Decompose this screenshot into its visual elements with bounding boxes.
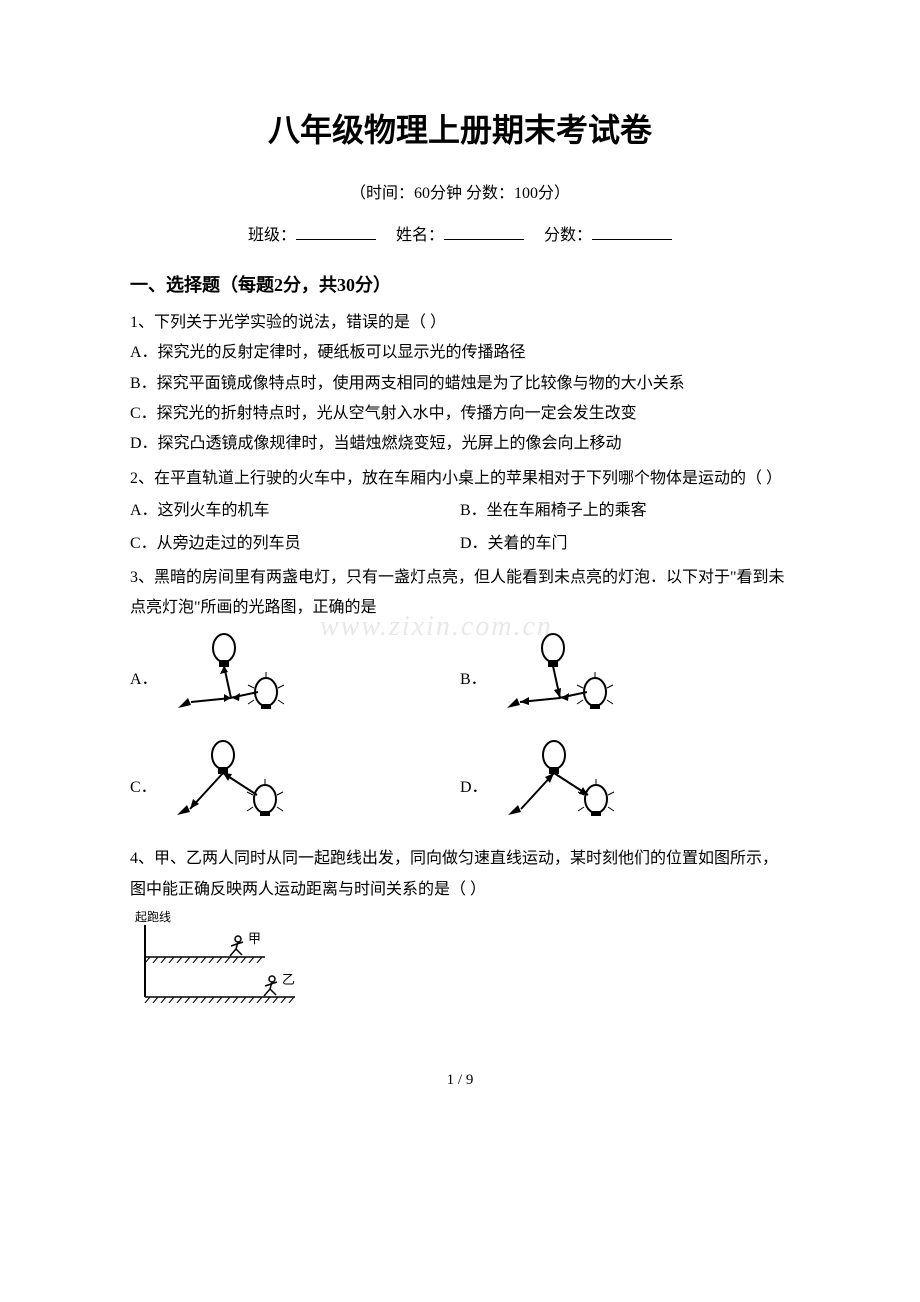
svg-text:乙: 乙 [282, 972, 295, 987]
question-3: 3、黑暗的房间里有两盏电灯，只有一盏灯点亮，但人能看到未点亮的灯泡．以下对于"看… [130, 563, 790, 839]
q3-opt-a-label: A． [130, 665, 158, 695]
score-blank [592, 223, 672, 241]
q3-stem: 3、黑暗的房间里有两盏电灯，只有一盏灯点亮，但人能看到未点亮的灯泡．以下对于"看… [130, 563, 790, 624]
student-info-line: 班级： 姓名： 分数： [130, 221, 790, 251]
runner-diagram: 起跑线 甲 [130, 909, 790, 1015]
lightbulb-diagram-b [495, 630, 635, 731]
question-1: 1、下列关于光学实验的说法，错误的是（ ） A．探究光的反射定律时，硬纸板可以显… [130, 308, 790, 460]
q2-opt-c: C．从旁边走过的列车员 [130, 529, 460, 559]
question-2: 2、在平直轨道上行驶的火车中，放在车厢内小桌上的苹果相对于下列哪个物体是运动的（… [130, 464, 790, 559]
q1-stem: 1、下列关于光学实验的说法，错误的是（ ） [130, 308, 790, 338]
lightbulb-diagram-d [496, 737, 636, 838]
q2-opt-b: B．坐在车厢椅子上的乘客 [460, 496, 790, 526]
q3-opt-c-label: C． [130, 773, 157, 803]
class-label: 班级： [248, 227, 296, 244]
lightbulb-diagram-a [166, 630, 306, 731]
q2-opt-a: A．这列火车的机车 [130, 496, 460, 526]
q2-stem: 2、在平直轨道上行驶的火车中，放在车厢内小桌上的苹果相对于下列哪个物体是运动的（… [130, 464, 790, 494]
question-4: 4、甲、乙两人同时从同一起跑线出发，同向做匀速直线运动，某时刻他们的位置如图所示… [130, 844, 790, 1015]
lightbulb-diagram-c [165, 737, 305, 838]
q1-opt-c: C．探究光的折射特点时，光从空气射入水中，传播方向一定会发生改变 [130, 399, 790, 429]
score-label: 分数： [544, 227, 592, 244]
page-title: 八年级物理上册期末考试卷 [130, 100, 790, 161]
name-label: 姓名： [396, 227, 444, 244]
page-number: 1 / 9 [130, 1066, 790, 1095]
q3-opt-b-label: B． [460, 665, 487, 695]
q2-opt-d: D．关着的车门 [460, 529, 790, 559]
class-blank [296, 223, 376, 241]
q3-opt-d-label: D． [460, 773, 488, 803]
exam-subtitle: （时间：60分钟 分数：100分） [130, 179, 790, 209]
section-1-header: 一、选择题（每题2分，共30分） [130, 268, 790, 302]
name-blank [444, 223, 524, 241]
q1-opt-d: D．探究凸透镜成像规律时，当蜡烛燃烧变短，光屏上的像会向上移动 [130, 429, 790, 459]
q1-opt-b: B．探究平面镜成像特点时，使用两支相同的蜡烛是为了比较像与物的大小关系 [130, 369, 790, 399]
q4-stem: 4、甲、乙两人同时从同一起跑线出发，同向做匀速直线运动，某时刻他们的位置如图所示… [130, 844, 790, 905]
q1-opt-a: A．探究光的反射定律时，硬纸板可以显示光的传播路径 [130, 338, 790, 368]
start-line-label: 起跑线 [135, 910, 171, 924]
svg-text:甲: 甲 [248, 931, 261, 946]
